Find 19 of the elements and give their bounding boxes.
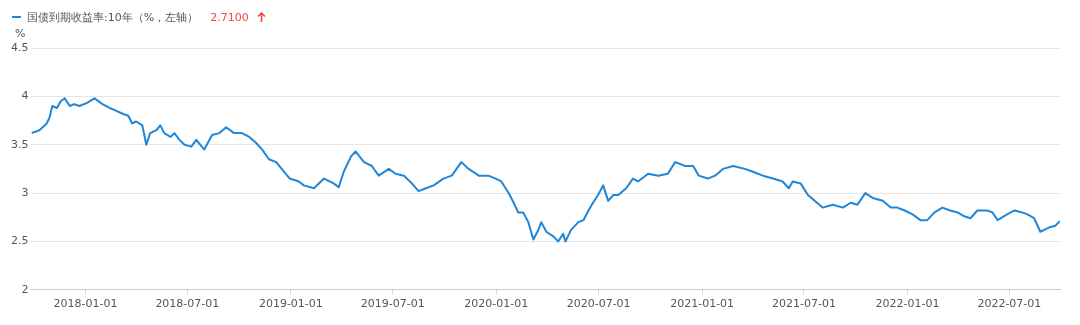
y-tick-label: 4 [21,89,29,103]
x-tick-label: 2019-07-01 [360,297,425,311]
x-tick-label: 2022-07-01 [977,297,1042,311]
x-tick-label: 2020-07-01 [566,297,631,311]
x-tick-label: 2019-01-01 [258,297,323,311]
y-tick-label: 2.5 [10,234,29,248]
x-tick-label: 2020-01-01 [464,297,529,311]
text: 2.7100 [210,10,249,24]
x-tick-label: 2018-07-01 [155,297,220,311]
x-tick-label: 2022-01-01 [875,297,940,311]
y-tick-label: 4.5 [10,40,29,54]
y-tick-label: 3 [21,185,29,199]
y-tick-label: 3.5 [10,137,29,151]
legend-label: 国债到期收益率:10年（%，左轴） [27,9,199,25]
x-tick-label: 2018-01-01 [53,297,118,311]
x-tick-label: 2021-01-01 [670,297,735,311]
y-tick-label: 2 [21,282,29,296]
x-tick-label: 2021-07-01 [772,297,836,311]
y-axis-title: % [15,27,26,41]
